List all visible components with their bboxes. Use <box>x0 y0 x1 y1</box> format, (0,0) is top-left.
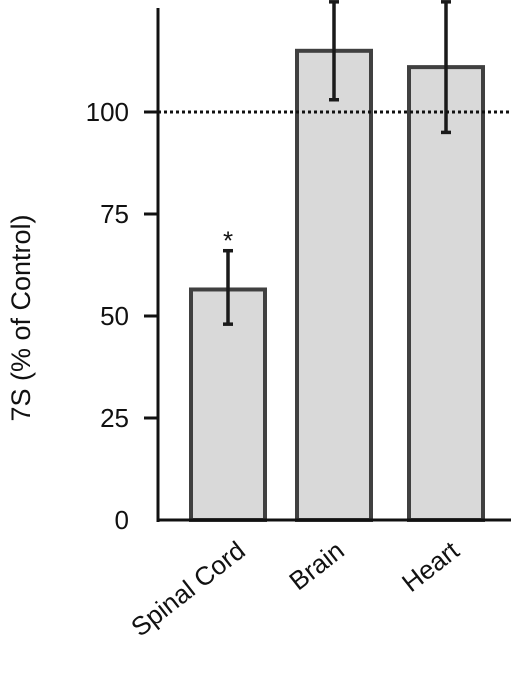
y-axis-label: 7S (% of Control) <box>6 214 36 421</box>
x-tick-label-heart: Heart <box>396 535 465 598</box>
y-tick-label-75: 75 <box>100 199 129 229</box>
y-tick-label-50: 50 <box>100 301 129 331</box>
significance-marker: * <box>223 226 233 256</box>
x-tick-label-brain: Brain <box>283 535 349 596</box>
y-tick-label-25: 25 <box>100 403 129 433</box>
y-ticks-layer: 0 25 50 75 100 <box>86 97 158 535</box>
bars-layer <box>191 51 483 520</box>
bar-brain <box>297 51 371 520</box>
x-tick-label-spinal-cord: Spinal Cord <box>125 535 251 642</box>
y-tick-label-100: 100 <box>86 97 129 127</box>
bar-heart <box>409 67 483 520</box>
y-tick-label-0: 0 <box>115 505 129 535</box>
